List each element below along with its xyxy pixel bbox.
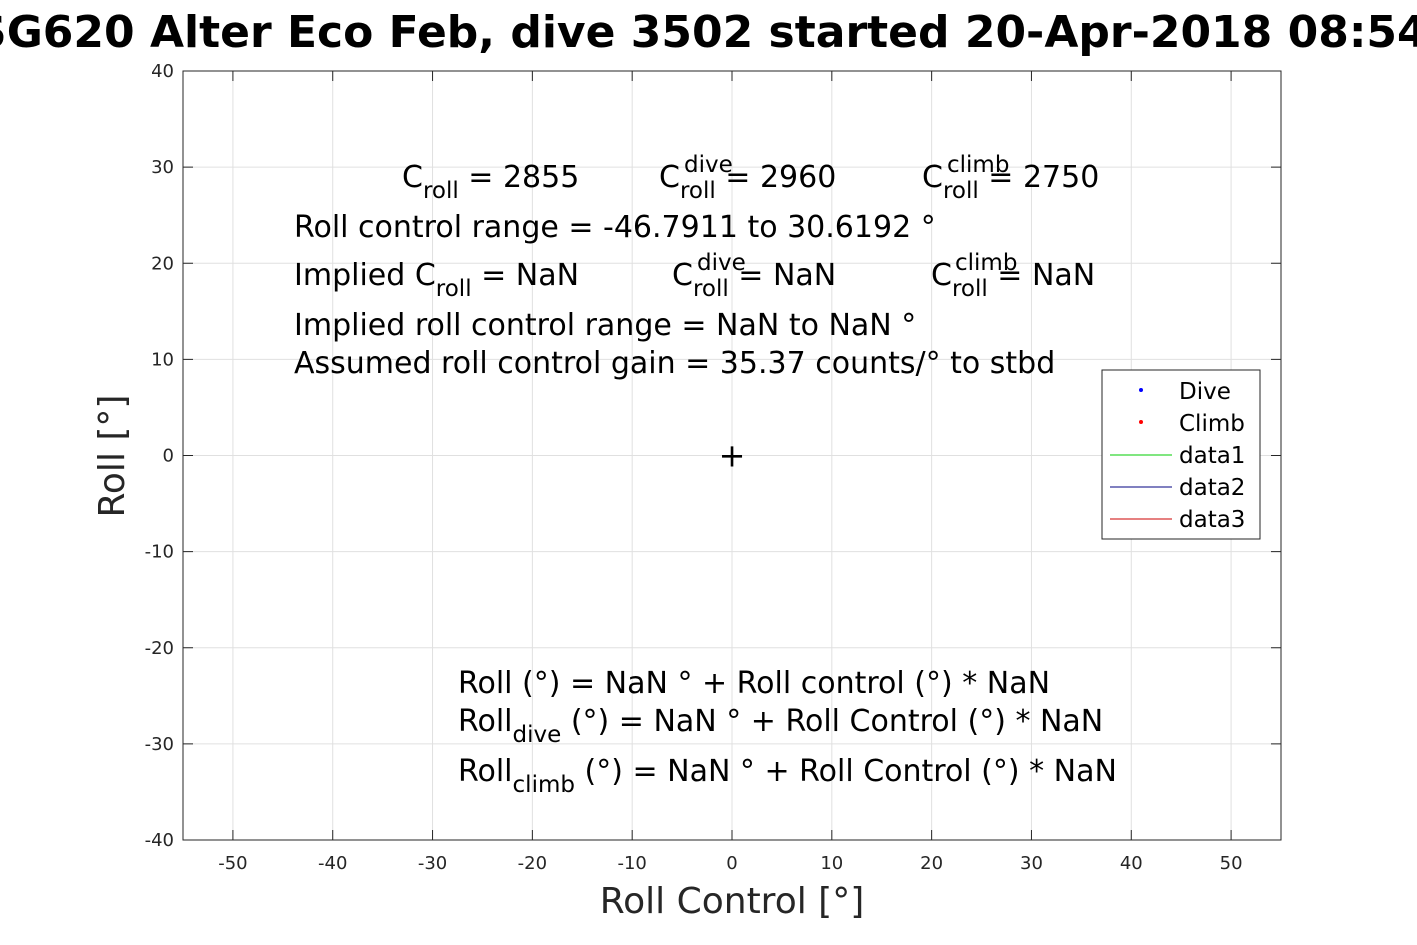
x-tick-label: 50	[1220, 853, 1243, 874]
x-tick-label: -50	[218, 853, 247, 874]
c-roll-climb-annotation: Croll = 2750	[922, 160, 1099, 204]
y-tick-label: -10	[145, 542, 174, 563]
legend-label-data3: data3	[1179, 507, 1245, 533]
y-axis-label: Roll [°]	[92, 395, 133, 518]
fit-all-annotation: Roll (°) = NaN ° + Roll control (°) * Na…	[458, 666, 1050, 701]
c-roll-annotation: Croll = 2855	[402, 160, 579, 204]
control-range-annotation: Roll control range = -46.7911 to 30.6192…	[294, 210, 936, 245]
x-tick-label: 20	[920, 853, 943, 874]
x-tick-label: -20	[518, 853, 547, 874]
legend-label-climb: Climb	[1179, 411, 1245, 437]
y-tick-label: -40	[145, 830, 174, 851]
implied-c-roll-climb-superscript: climb	[955, 250, 1017, 276]
x-tick-label: -30	[418, 853, 447, 874]
chart-title: SG620 Alter Eco Feb, dive 3502 started 2…	[0, 7, 1417, 58]
gain-annotation: Assumed roll control gain = 35.37 counts…	[294, 346, 1055, 381]
y-tick-label: 40	[151, 61, 174, 82]
c-roll-climb-superscript: climb	[947, 152, 1009, 178]
y-tick-label: -30	[145, 734, 174, 755]
y-tick-label: 30	[151, 157, 174, 178]
x-axis-label: Roll Control [°]	[600, 881, 865, 922]
implied-c-roll-dive-superscript: dive	[697, 250, 746, 276]
x-tick-label: 0	[726, 853, 737, 874]
legend-label-data2: data2	[1179, 475, 1245, 501]
legend-marker-climb	[1139, 420, 1143, 424]
x-tick-label: 40	[1120, 853, 1143, 874]
y-tick-label: 20	[151, 253, 174, 274]
c-roll-dive-annotation: Croll = 2960	[659, 160, 836, 204]
y-tick-label: 10	[151, 349, 174, 370]
y-tick-label: 0	[163, 446, 174, 467]
fit-climb-annotation: Rollclimb (°) = NaN ° + Roll Control (°)…	[458, 754, 1117, 798]
legend-label-dive: Dive	[1179, 379, 1231, 405]
legend-marker-dive	[1139, 388, 1143, 392]
x-tick-label: 10	[820, 853, 843, 874]
axis-ticks	[183, 70, 1281, 841]
implied-c-roll-annotation: Implied Croll = NaN	[294, 258, 579, 302]
center-cross-marker: +	[719, 437, 746, 475]
y-tick-label: -20	[145, 638, 174, 659]
legend: Dive Climb data1 data2 data3	[1101, 369, 1261, 540]
fit-dive-annotation: Rolldive (°) = NaN ° + Roll Control (°) …	[458, 704, 1103, 748]
implied-c-roll-dive-annotation: Croll = NaN	[672, 258, 836, 302]
implied-range-annotation: Implied roll control range = NaN to NaN …	[294, 308, 916, 343]
implied-c-roll-climb-annotation: Croll = NaN	[931, 258, 1095, 302]
tick-labels: -50 -40 -30 -20 -10 0 10 20 30 40 50 -40 -30 -20 -10 0 1…	[145, 61, 1243, 874]
legend-label-data1: data1	[1179, 443, 1245, 469]
x-tick-label: -10	[617, 853, 646, 874]
x-tick-label: 30	[1020, 853, 1043, 874]
x-tick-label: -40	[318, 853, 347, 874]
c-roll-dive-superscript: dive	[684, 152, 733, 178]
